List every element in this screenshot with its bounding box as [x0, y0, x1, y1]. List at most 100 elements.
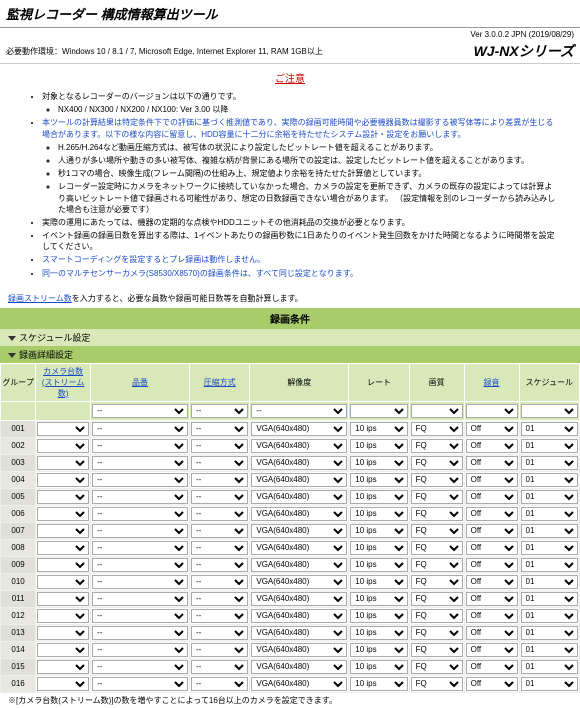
- audio-select[interactable]: Off: [466, 490, 518, 504]
- cameras-select[interactable]: [37, 422, 89, 436]
- rate-select[interactable]: 10 ips: [350, 439, 407, 453]
- model-select[interactable]: --: [92, 626, 188, 640]
- audio-select[interactable]: Off: [466, 592, 518, 606]
- schedule-select[interactable]: 01: [521, 592, 578, 606]
- schedule-select[interactable]: 01: [521, 524, 578, 538]
- filter-model[interactable]: --: [92, 404, 188, 418]
- cameras-select[interactable]: [37, 507, 89, 521]
- rate-select[interactable]: 10 ips: [350, 541, 407, 555]
- cameras-select[interactable]: [37, 609, 89, 623]
- model-select[interactable]: --: [92, 660, 188, 674]
- rate-select[interactable]: 10 ips: [350, 643, 407, 657]
- model-select[interactable]: --: [92, 541, 188, 555]
- quality-select[interactable]: FQ: [411, 626, 463, 640]
- cameras-select[interactable]: [37, 660, 89, 674]
- model-select[interactable]: --: [92, 609, 188, 623]
- resolution-select[interactable]: VGA(640x480): [251, 473, 347, 487]
- rate-select[interactable]: 10 ips: [350, 626, 407, 640]
- stream-count-link[interactable]: 録画ストリーム数: [8, 294, 72, 303]
- compress-select[interactable]: --: [191, 643, 248, 657]
- compress-select[interactable]: --: [191, 575, 248, 589]
- quality-select[interactable]: FQ: [411, 524, 463, 538]
- audio-select[interactable]: Off: [466, 456, 518, 470]
- rate-select[interactable]: 10 ips: [350, 473, 407, 487]
- cameras-select[interactable]: [37, 592, 89, 606]
- resolution-select[interactable]: VGA(640x480): [251, 541, 347, 555]
- compress-select[interactable]: --: [191, 507, 248, 521]
- rate-select[interactable]: 10 ips: [350, 575, 407, 589]
- model-select[interactable]: --: [92, 677, 188, 691]
- model-select[interactable]: --: [92, 456, 188, 470]
- cameras-select[interactable]: [37, 575, 89, 589]
- schedule-select[interactable]: 01: [521, 456, 578, 470]
- resolution-select[interactable]: VGA(640x480): [251, 507, 347, 521]
- quality-select[interactable]: FQ: [411, 456, 463, 470]
- rate-select[interactable]: 10 ips: [350, 592, 407, 606]
- schedule-select[interactable]: 01: [521, 541, 578, 555]
- cameras-select[interactable]: [37, 524, 89, 538]
- resolution-select[interactable]: VGA(640x480): [251, 575, 347, 589]
- model-select[interactable]: --: [92, 507, 188, 521]
- cameras-select[interactable]: [37, 626, 89, 640]
- filter-audio[interactable]: [466, 404, 518, 418]
- filter-rate[interactable]: [350, 404, 407, 418]
- rate-select[interactable]: 10 ips: [350, 677, 407, 691]
- quality-select[interactable]: FQ: [411, 490, 463, 504]
- filter-quality[interactable]: [411, 404, 463, 418]
- cameras-select[interactable]: [37, 490, 89, 504]
- compress-select[interactable]: --: [191, 439, 248, 453]
- schedule-select[interactable]: 01: [521, 677, 578, 691]
- resolution-select[interactable]: VGA(640x480): [251, 609, 347, 623]
- compress-select[interactable]: --: [191, 677, 248, 691]
- quality-select[interactable]: FQ: [411, 439, 463, 453]
- quality-select[interactable]: FQ: [411, 422, 463, 436]
- quality-select[interactable]: FQ: [411, 592, 463, 606]
- resolution-select[interactable]: VGA(640x480): [251, 439, 347, 453]
- resolution-select[interactable]: VGA(640x480): [251, 524, 347, 538]
- schedule-select[interactable]: 01: [521, 422, 578, 436]
- resolution-select[interactable]: VGA(640x480): [251, 626, 347, 640]
- model-select[interactable]: --: [92, 592, 188, 606]
- cameras-select[interactable]: [37, 558, 89, 572]
- model-select[interactable]: --: [92, 575, 188, 589]
- resolution-select[interactable]: VGA(640x480): [251, 677, 347, 691]
- schedule-select[interactable]: 01: [521, 575, 578, 589]
- compress-select[interactable]: --: [191, 558, 248, 572]
- resolution-select[interactable]: VGA(640x480): [251, 592, 347, 606]
- audio-select[interactable]: Off: [466, 626, 518, 640]
- compress-select[interactable]: --: [191, 541, 248, 555]
- rate-select[interactable]: 10 ips: [350, 609, 407, 623]
- schedule-select[interactable]: 01: [521, 609, 578, 623]
- audio-select[interactable]: Off: [466, 660, 518, 674]
- resolution-select[interactable]: VGA(640x480): [251, 558, 347, 572]
- cameras-select[interactable]: [37, 439, 89, 453]
- audio-select[interactable]: Off: [466, 677, 518, 691]
- audio-select[interactable]: Off: [466, 422, 518, 436]
- rate-select[interactable]: 10 ips: [350, 490, 407, 504]
- model-select[interactable]: --: [92, 524, 188, 538]
- compress-select[interactable]: --: [191, 609, 248, 623]
- rate-select[interactable]: 10 ips: [350, 660, 407, 674]
- model-select[interactable]: --: [92, 490, 188, 504]
- rate-select[interactable]: 10 ips: [350, 507, 407, 521]
- schedule-select[interactable]: 01: [521, 626, 578, 640]
- detail-section-toggle[interactable]: 録画詳細設定: [0, 346, 580, 363]
- schedule-select[interactable]: 01: [521, 439, 578, 453]
- compress-select[interactable]: --: [191, 473, 248, 487]
- resolution-select[interactable]: VGA(640x480): [251, 490, 347, 504]
- cameras-select[interactable]: [37, 541, 89, 555]
- cameras-select[interactable]: [37, 677, 89, 691]
- filter-schedule[interactable]: [521, 404, 578, 418]
- quality-select[interactable]: FQ: [411, 677, 463, 691]
- cameras-select[interactable]: [37, 456, 89, 470]
- schedule-select[interactable]: 01: [521, 473, 578, 487]
- audio-select[interactable]: Off: [466, 558, 518, 572]
- resolution-select[interactable]: VGA(640x480): [251, 643, 347, 657]
- schedule-select[interactable]: 01: [521, 558, 578, 572]
- filter-compress[interactable]: --: [191, 404, 248, 418]
- compress-select[interactable]: --: [191, 592, 248, 606]
- rate-select[interactable]: 10 ips: [350, 456, 407, 470]
- model-select[interactable]: --: [92, 422, 188, 436]
- cameras-link[interactable]: カメラ台数(ストリーム数): [42, 367, 84, 398]
- model-select[interactable]: --: [92, 473, 188, 487]
